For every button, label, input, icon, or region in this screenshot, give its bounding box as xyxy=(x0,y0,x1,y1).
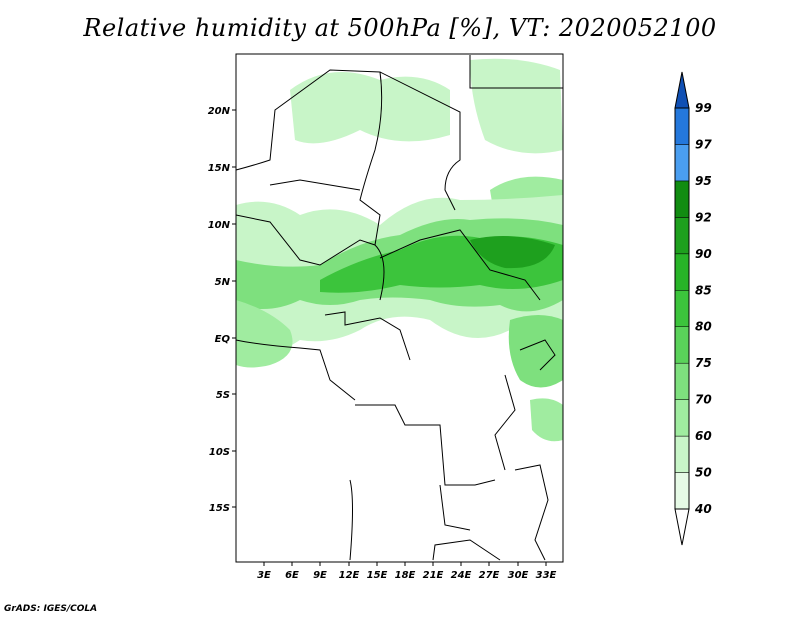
colorbar-label: 80 xyxy=(695,320,712,334)
lat-label: 5S xyxy=(216,390,230,401)
colorbar-segment xyxy=(674,472,690,510)
colorbar-label: 60 xyxy=(695,429,712,443)
colorbar: 40 50 60 70 75 80 85 90 92 95 97 99 xyxy=(674,71,712,546)
lat-label: 10S xyxy=(209,447,230,458)
lat-label: 15S xyxy=(209,503,230,514)
colorbar-segment xyxy=(674,253,690,291)
lon-label: 6E xyxy=(285,570,299,581)
lon-label: 27E xyxy=(479,570,500,581)
colorbar-segment xyxy=(674,326,690,364)
lon-label: 33E xyxy=(536,570,557,581)
colorbar-label: 85 xyxy=(695,283,712,297)
colorbar-segment xyxy=(674,508,690,546)
lon-label: 18E xyxy=(395,570,416,581)
lon-ticks xyxy=(263,562,547,566)
colorbar-label: 75 xyxy=(695,356,712,370)
colorbar-segment xyxy=(674,71,690,109)
colorbar-outline xyxy=(674,107,690,510)
lat-labels: 20N 15N 10N 5N EQ 5S 10S 15S xyxy=(208,106,231,514)
footer-credit: GrADS: IGES/COLA xyxy=(4,604,98,614)
colorbar-segment xyxy=(674,180,690,218)
lat-label: 5N xyxy=(215,277,231,288)
colorbar-label: 95 xyxy=(695,174,712,188)
colorbar-label: 97 xyxy=(695,137,712,151)
lat-label: 10N xyxy=(208,220,231,231)
colorbar-label: 92 xyxy=(695,210,712,224)
humidity-area-core xyxy=(470,236,555,269)
lat-label: EQ xyxy=(215,334,231,345)
lon-label: 30E xyxy=(508,570,529,581)
colorbar-segment xyxy=(674,107,690,145)
humidity-shading xyxy=(236,58,563,442)
lat-ticks xyxy=(232,109,236,508)
lon-label: 15E xyxy=(367,570,388,581)
humidity-area-northeast xyxy=(470,58,563,154)
colorbar-label: 99 xyxy=(695,101,712,115)
lon-label: 12E xyxy=(339,570,360,581)
colorbar-segment xyxy=(674,144,690,182)
lon-label: 3E xyxy=(257,570,271,581)
colorbar-label: 50 xyxy=(695,466,712,480)
country-borders xyxy=(235,55,563,561)
colorbar-segment xyxy=(674,362,690,400)
humidity-area-west xyxy=(236,300,293,368)
lat-label: 20N xyxy=(208,106,231,117)
map-frame xyxy=(235,53,564,563)
humidity-area-east xyxy=(508,315,563,388)
lat-label: 15N xyxy=(208,163,231,174)
colorbar-label: 70 xyxy=(695,393,712,407)
colorbar-segment xyxy=(674,399,690,437)
lon-label: 9E xyxy=(313,570,327,581)
colorbar-segment xyxy=(674,217,690,255)
colorbar-label: 40 xyxy=(694,502,712,516)
humidity-area-north xyxy=(290,72,450,144)
colorbar-segment xyxy=(674,435,690,473)
lon-label: 21E xyxy=(423,570,444,581)
page-title: Relative humidity at 500hPa [%], VT: 202… xyxy=(83,14,717,42)
colorbar-segment xyxy=(674,290,690,327)
colorbar-label: 90 xyxy=(695,247,712,261)
humidity-area-southeast xyxy=(530,398,563,442)
lon-labels: 3E 6E 9E 12E 15E 18E 21E 24E 27E 30E 33E xyxy=(257,570,556,581)
lon-label: 24E xyxy=(451,570,472,581)
